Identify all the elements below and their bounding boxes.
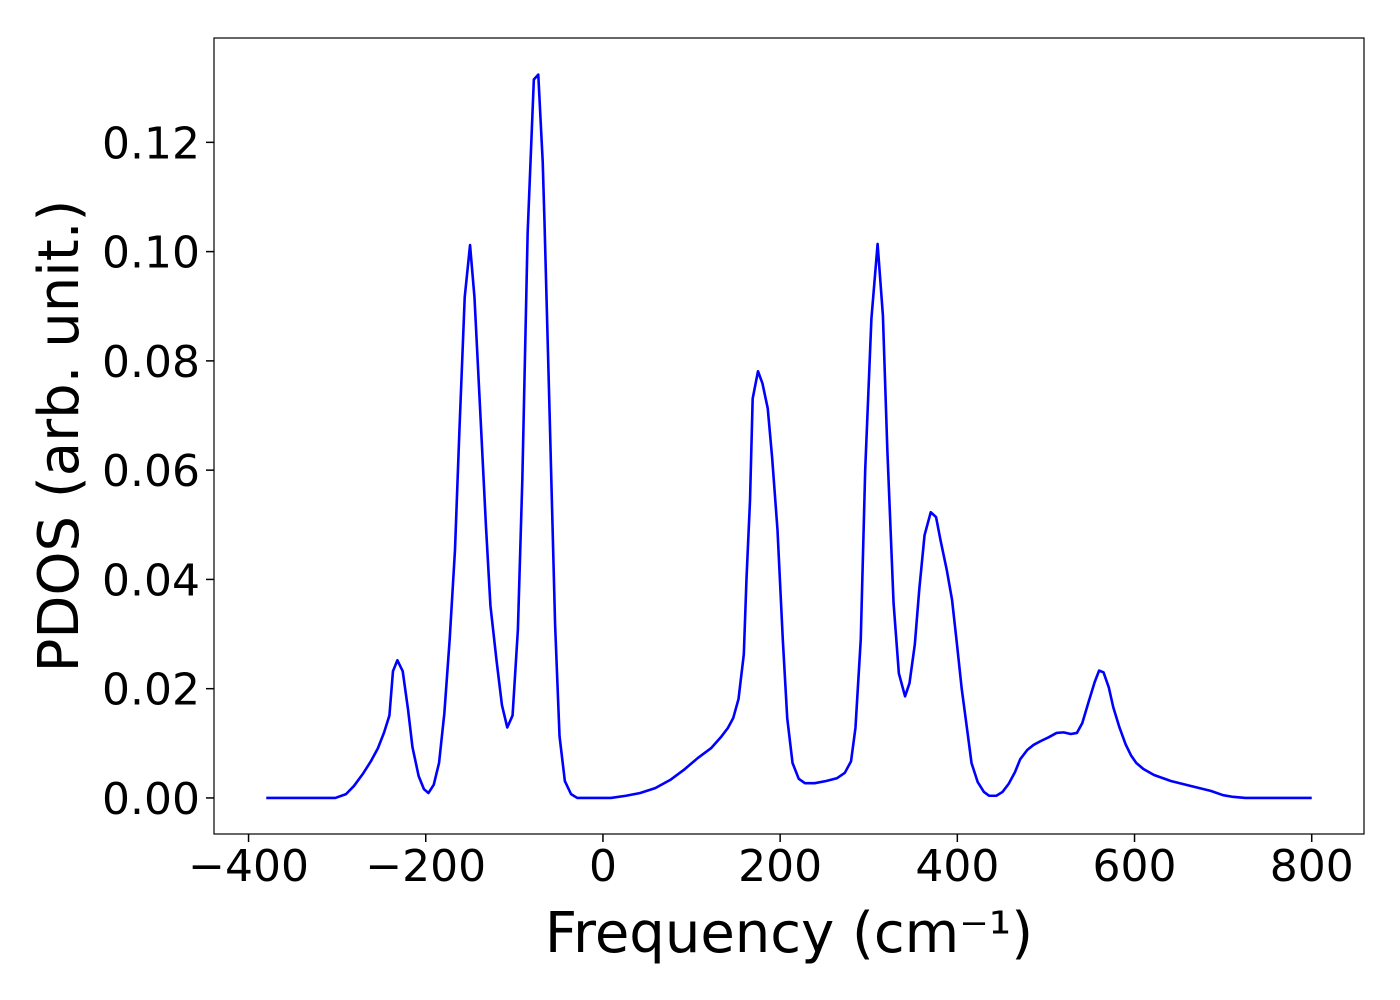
plot-frame bbox=[213, 37, 1365, 835]
y-tick-label: 0.08 bbox=[102, 337, 200, 388]
y-tick-label: 0.06 bbox=[102, 446, 200, 497]
x-tick-label: 400 bbox=[915, 841, 999, 892]
y-tick-label: 0.04 bbox=[102, 555, 200, 606]
y-tick-label: 0.02 bbox=[102, 665, 200, 716]
x-tick-label: −400 bbox=[188, 841, 309, 892]
x-tick-label: −200 bbox=[365, 841, 486, 892]
x-axis-label: Frequency (cm⁻¹) bbox=[545, 901, 1033, 966]
pdos-line bbox=[266, 73, 1312, 800]
y-tick-label: 0.10 bbox=[102, 228, 200, 279]
x-tick-label: 800 bbox=[1270, 841, 1354, 892]
y-tick-label: 0.12 bbox=[102, 118, 200, 169]
x-tick-label: 200 bbox=[738, 841, 822, 892]
x-tick-label: 0 bbox=[589, 841, 617, 892]
y-axis-label: PDOS (arb. unit.) bbox=[27, 200, 92, 673]
x-tick-label: 600 bbox=[1093, 841, 1177, 892]
y-tick-label: 0.00 bbox=[102, 774, 200, 825]
